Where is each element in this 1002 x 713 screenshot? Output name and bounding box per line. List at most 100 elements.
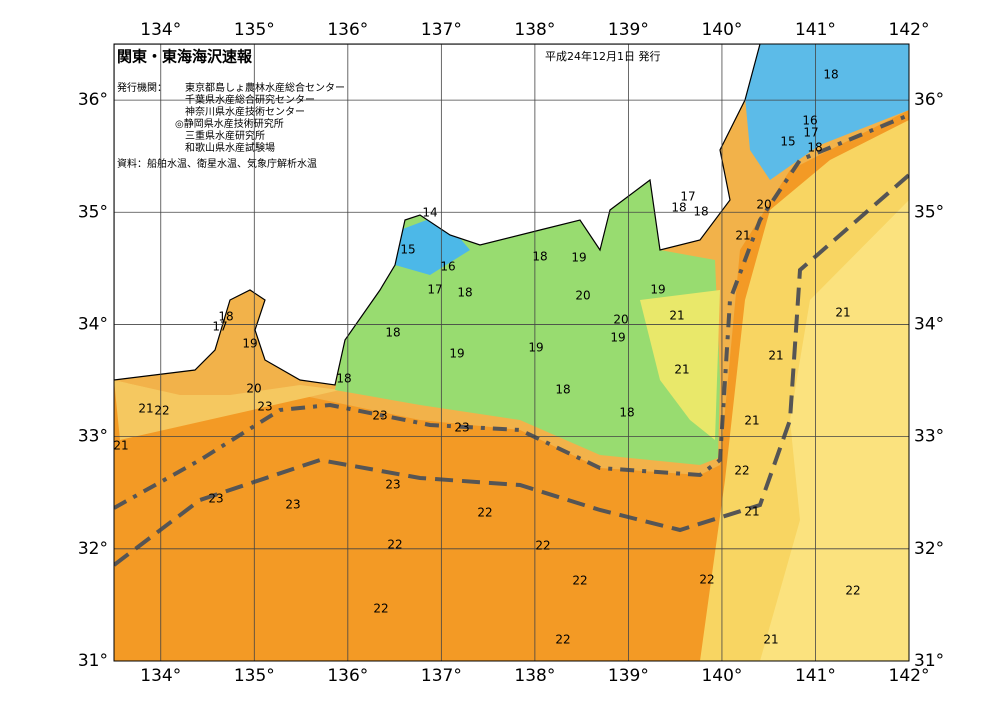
contour-label: 18 (336, 372, 351, 386)
contour-label: 22 (387, 538, 402, 552)
contour-label: 21 (744, 414, 759, 428)
contour-label: 21 (735, 229, 750, 243)
issuer: 神奈川県水産技術センター (185, 105, 305, 118)
contour-label: 23 (385, 478, 400, 492)
contour-label: 22 (477, 506, 492, 520)
contour-label: 19 (528, 341, 543, 355)
lat-tick-label: 32° (914, 539, 944, 559)
issuer-label: 発行機関： (117, 81, 167, 94)
lon-tick-label: 140° (701, 20, 742, 40)
contour-label: 17 (680, 190, 695, 204)
issuer: 三重県水産研究所 (185, 129, 265, 142)
contour-label: 21 (138, 402, 153, 416)
lon-tick-label: 142° (889, 666, 930, 686)
issuer: ◎静岡県水産技術研究所 (175, 117, 284, 130)
lon-tick-label: 135° (234, 20, 275, 40)
issuer: 東京都島しょ農林水産総合センター (185, 81, 345, 94)
contour-label: 20 (756, 198, 771, 212)
contour-label: 22 (699, 573, 714, 587)
lon-tick-label: 138° (514, 666, 555, 686)
lat-tick-label: 32° (78, 539, 108, 559)
contour-label: 17 (427, 283, 442, 297)
lon-tick-label: 137° (421, 666, 462, 686)
lon-tick-label: 136° (327, 666, 368, 686)
lat-tick-label: 36° (78, 90, 108, 110)
contour-label: 17 (803, 126, 818, 140)
lat-tick-label: 34° (78, 314, 108, 334)
lat-tick-label: 31° (914, 651, 944, 671)
contour-label: 18 (619, 406, 634, 420)
contour-label: 15 (780, 135, 795, 149)
contour-label: 20 (613, 313, 628, 327)
lon-tick-label: 141° (795, 20, 836, 40)
lon-tick-label: 136° (327, 20, 368, 40)
contour-label: 21 (674, 363, 689, 377)
contour-label: 21 (763, 633, 778, 647)
source: 資料：船舶水温、衛星水温、気象庁解析水温 (117, 157, 317, 170)
west-water (114, 380, 340, 440)
lat-tick-label: 33° (914, 427, 944, 447)
frame (113, 43, 910, 662)
contour-label: 23 (208, 492, 223, 506)
land (114, 44, 761, 386)
kuroshio-axis (114, 113, 909, 510)
contour-label: 19 (610, 331, 625, 345)
contour-label: 22 (555, 633, 570, 647)
contour-label: 16 (440, 260, 455, 274)
cold-water (740, 44, 909, 180)
lon-tick-label: 142° (889, 20, 930, 40)
contour-label: 20 (575, 289, 590, 303)
contour-label: 17 (212, 320, 227, 334)
contour-label: 20 (246, 382, 261, 396)
contour-label: 22 (535, 539, 550, 553)
contour-label: 21 (768, 349, 783, 363)
contour-label: 21 (744, 505, 759, 519)
lon-tick-label: 139° (608, 666, 649, 686)
contour-label: 22 (572, 574, 587, 588)
lat-tick-label: 35° (78, 202, 108, 222)
contour-label: 14 (422, 206, 437, 220)
contour-label: 21 (835, 306, 850, 320)
contour-label: 18 (555, 383, 570, 397)
contour-label: 19 (242, 337, 257, 351)
contour-label: 18 (218, 310, 233, 324)
sagami-water (640, 290, 720, 440)
issuer: 千葉県水産総合研究センター (185, 93, 315, 106)
lon-tick-label: 140° (701, 666, 742, 686)
contour-label: 23 (257, 400, 272, 414)
lon-tick-label: 135° (234, 666, 275, 686)
lat-tick-label: 34° (914, 314, 944, 334)
lon-tick-label: 138° (514, 20, 555, 40)
lon-tick-label: 134° (140, 20, 181, 40)
contour-label: 22 (373, 602, 388, 616)
contour-label: 18 (532, 250, 547, 264)
contour-label: 18 (823, 68, 838, 82)
contour-label: 23 (454, 421, 469, 435)
contour-label: 18 (457, 286, 472, 300)
lon-tick-label: 141° (795, 666, 836, 686)
lon-tick-label: 139° (608, 20, 649, 40)
lon-tick-label: 134° (140, 666, 181, 686)
east-water-2 (760, 200, 909, 661)
issued-date: 平成24年12月1日 発行 (545, 49, 661, 63)
contour-label: 18 (693, 205, 708, 219)
title: 関東・東海海沢速報 (117, 48, 253, 66)
lat-tick-label: 35° (914, 202, 944, 222)
contour-label: 18 (385, 326, 400, 340)
contour-label: 21 (669, 309, 684, 323)
contour-label: 22 (845, 584, 860, 598)
contour-label: 19 (571, 251, 586, 265)
lon-tick-label: 137° (421, 20, 462, 40)
contour-label: 16 (802, 114, 817, 128)
lat-tick-label: 31° (78, 651, 108, 671)
contour-label: 22 (154, 404, 169, 418)
issuer: 和歌山県水産試験場 (185, 141, 275, 154)
contour-label: 21 (113, 439, 128, 453)
contour-label: 18 (671, 201, 686, 215)
contour-label: 23 (285, 498, 300, 512)
contour-label: 23 (372, 409, 387, 423)
lat-tick-label: 33° (78, 427, 108, 447)
lat-tick-label: 36° (914, 90, 944, 110)
